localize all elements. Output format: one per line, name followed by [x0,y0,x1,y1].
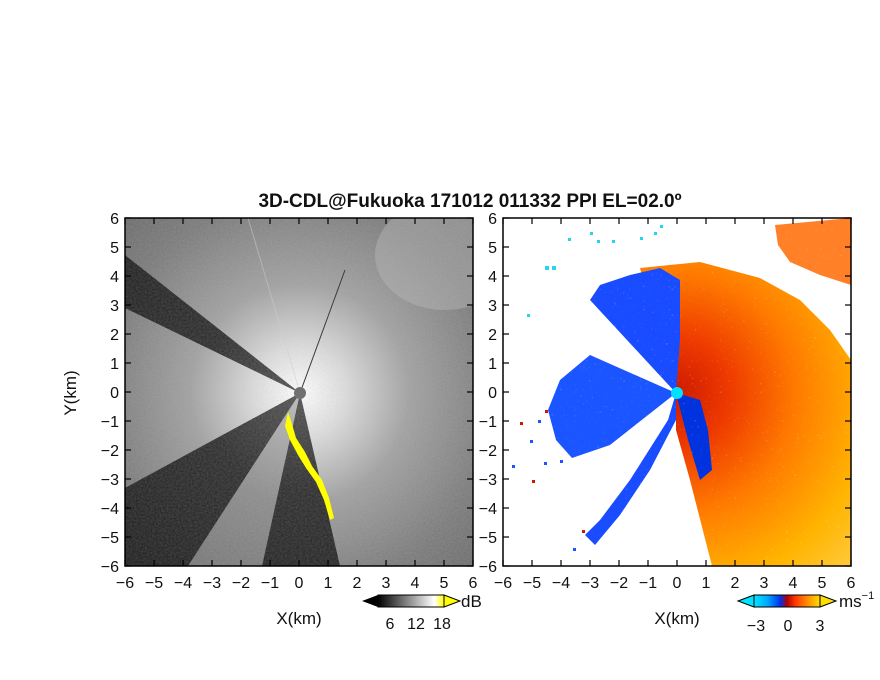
reflectivity-max-edge [285,412,334,520]
reflectivity-y-tick-label: −2 [101,443,119,460]
reflectivity-plot-area [125,218,473,566]
velocity-x-tick-label: −1 [639,575,657,592]
reflectivity-y-tick-label: 4 [110,269,119,286]
reflectivity-colorbar-tick: 12 [407,616,425,633]
velocity-colorbar-unit-exponent: −1 [862,590,875,602]
velocity-y-tick-label: −1 [479,414,497,431]
velocity-y-tick-label: 0 [488,385,497,402]
reflectivity-y-tick-label: −1 [101,414,119,431]
reflectivity-x-tick-label: 6 [469,575,478,592]
reflectivity-x-tick-label: 0 [295,575,304,592]
velocity-x-tick-label: −4 [552,575,570,592]
reflectivity-colorbar-unit: dB [461,592,482,611]
chart-title: 3D-CDL@Fukuoka 171012 011332 PPI EL=02.0… [258,191,681,212]
reflectivity-x-tick-label: 1 [324,575,333,592]
velocity-y-tick-label: 3 [488,298,497,315]
reflectivity-x-label: X(km) [276,609,321,628]
velocity-colorbar-tick: 3 [816,618,825,635]
velocity-y-tick-label: −3 [479,472,497,489]
velocity-y-tick-label: 5 [488,240,497,257]
velocity-colorbar-unit-base: ms [839,592,862,611]
velocity-colorbar-unit: ms−1 [839,590,874,611]
reflectivity-y-tick-label: 5 [110,240,119,257]
velocity-y-tick-label: −2 [479,443,497,460]
velocity-x-tick-label: −2 [610,575,628,592]
reflectivity-x-tick-label: 5 [440,575,449,592]
velocity-x-tick-label: −5 [523,575,541,592]
velocity-colorbar: ms−1 −3 0 3 [736,590,874,635]
velocity-y-tick-label: −4 [479,501,497,518]
velocity-y-tick-label: 4 [488,269,497,286]
velocity-x-tick-label: 5 [818,575,827,592]
reflectivity-y-tick-label: −3 [101,472,119,489]
reflectivity-x-tick-label: −1 [261,575,279,592]
velocity-x-tick-label: 4 [789,575,798,592]
reflectivity-y-tick-label: 0 [110,385,119,402]
velocity-x-tick-label: −6 [494,575,512,592]
velocity-x-tick-label: 0 [673,575,682,592]
velocity-radar-site-marker [671,387,683,399]
reflectivity-x-tick-label: 4 [411,575,420,592]
velocity-y-tick-label: −5 [479,530,497,547]
velocity-x-tick-label: 6 [847,575,856,592]
reflectivity-y-tick-label: 3 [110,298,119,315]
reflectivity-y-tick-label: 1 [110,356,119,373]
reflectivity-y-label: Y(km) [61,370,80,415]
reflectivity-colorbar-tick: 18 [433,616,451,633]
velocity-x-tick-label: 1 [702,575,711,592]
velocity-y-tick-label: 2 [488,327,497,344]
reflectivity-y-tick-label: −6 [101,559,119,576]
velocity-y-tick-label: 6 [488,211,497,228]
reflectivity-x-tick-label: −3 [203,575,221,592]
velocity-plot-area [503,218,851,566]
reflectivity-axes: −6 −5 −4 −3 −2 −1 0 1 2 3 4 5 6 −6 −5 −4 −3 −2 −1 0 1 2 3 4 5 6 [101,211,478,592]
reflectivity-x-tick-label: 2 [353,575,362,592]
velocity-x-label: X(km) [654,609,699,628]
velocity-x-tick-label: 2 [731,575,740,592]
reflectivity-x-tick-label: −5 [145,575,163,592]
reflectivity-x-tick-label: −4 [174,575,192,592]
reflectivity-y-tick-label: −4 [101,501,119,518]
reflectivity-colorbar: dB 6 12 18 [362,592,482,633]
reflectivity-x-tick-label: 3 [382,575,391,592]
velocity-x-tick-label: 3 [760,575,769,592]
reflectivity-x-tick-label: −2 [232,575,250,592]
velocity-y-tick-label: −6 [479,559,497,576]
reflectivity-colorbar-tick: 6 [386,616,395,633]
velocity-y-tick-label: 1 [488,356,497,373]
velocity-x-tick-label: −3 [581,575,599,592]
velocity-colorbar-tick: 0 [784,618,793,635]
reflectivity-x-tick-label: −6 [116,575,134,592]
velocity-axes: −6 −5 −4 −3 −2 −1 0 1 2 3 4 5 6 −6 −5 −4 −3 −2 −1 0 1 2 3 4 5 6 [479,211,856,592]
velocity-colorbar-tick: −3 [747,618,765,635]
reflectivity-y-tick-label: −5 [101,530,119,547]
reflectivity-y-tick-label: 2 [110,327,119,344]
radar-site-marker [294,387,306,399]
reflectivity-y-tick-label: 6 [110,211,119,228]
